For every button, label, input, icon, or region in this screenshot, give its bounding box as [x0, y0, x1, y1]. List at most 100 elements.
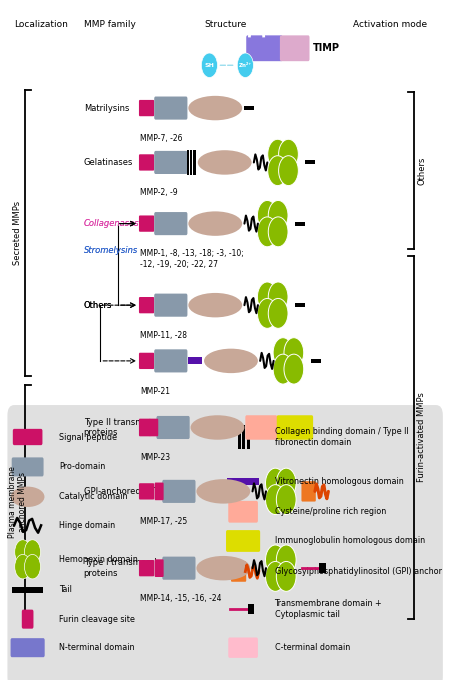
FancyBboxPatch shape: [226, 530, 260, 552]
Text: Vitronectin homologous domain: Vitronectin homologous domain: [274, 477, 403, 486]
FancyBboxPatch shape: [139, 100, 154, 116]
FancyBboxPatch shape: [139, 560, 154, 576]
FancyBboxPatch shape: [154, 97, 187, 120]
Circle shape: [273, 354, 293, 384]
Circle shape: [24, 554, 41, 579]
Text: Hinge domain: Hinge domain: [59, 521, 115, 530]
Text: Glycosylphosphatidylinositol (GPI) anchor: Glycosylphosphatidylinositol (GPI) ancho…: [274, 567, 441, 576]
Ellipse shape: [196, 556, 250, 580]
Circle shape: [276, 469, 296, 498]
FancyBboxPatch shape: [154, 294, 187, 317]
Circle shape: [276, 485, 296, 515]
FancyBboxPatch shape: [246, 35, 283, 61]
Circle shape: [257, 282, 277, 312]
FancyBboxPatch shape: [228, 637, 258, 658]
FancyBboxPatch shape: [162, 556, 195, 580]
Bar: [245, 106, 255, 110]
Circle shape: [24, 540, 41, 565]
Text: SH: SH: [204, 63, 214, 67]
FancyBboxPatch shape: [162, 480, 195, 503]
Text: Structure: Structure: [204, 20, 246, 29]
Circle shape: [268, 298, 288, 328]
Circle shape: [265, 469, 285, 498]
Circle shape: [265, 485, 285, 515]
FancyBboxPatch shape: [154, 151, 187, 174]
Circle shape: [276, 561, 296, 591]
Text: Catalytic domain: Catalytic domain: [59, 492, 128, 501]
Bar: [188, 358, 202, 364]
Circle shape: [257, 200, 277, 230]
Circle shape: [268, 217, 288, 247]
Bar: [305, 161, 315, 165]
Circle shape: [284, 354, 304, 384]
Text: MMP-23: MMP-23: [140, 454, 170, 462]
Text: Tail: Tail: [59, 586, 72, 595]
Text: Type I transmembrane
proteins: Type I transmembrane proteins: [84, 558, 179, 578]
FancyBboxPatch shape: [149, 419, 158, 437]
Text: Activation mode: Activation mode: [353, 20, 427, 29]
Text: C-terminal domain: C-terminal domain: [274, 643, 350, 652]
FancyBboxPatch shape: [139, 215, 154, 232]
Text: Immunoglobulin homologous domain: Immunoglobulin homologous domain: [274, 537, 425, 545]
Text: Zn²⁺: Zn²⁺: [239, 63, 252, 67]
Circle shape: [268, 140, 288, 169]
FancyBboxPatch shape: [155, 559, 164, 577]
Bar: [228, 479, 259, 486]
Text: MMP-17, -25: MMP-17, -25: [140, 517, 187, 526]
Text: Stromelysins: Stromelysins: [84, 247, 138, 255]
Text: Gelatinases: Gelatinases: [84, 158, 133, 167]
Text: Others: Others: [417, 157, 426, 185]
Circle shape: [201, 53, 218, 78]
FancyBboxPatch shape: [12, 458, 44, 477]
Circle shape: [265, 545, 285, 575]
Text: Collagen binding domain / Type II
fibronectin domain: Collagen binding domain / Type II fibron…: [274, 427, 408, 447]
Text: MMP family: MMP family: [84, 20, 136, 29]
Bar: [193, 151, 195, 174]
Circle shape: [284, 338, 304, 368]
FancyBboxPatch shape: [154, 349, 187, 373]
Text: Localization: Localization: [14, 20, 68, 29]
Ellipse shape: [188, 293, 242, 317]
Ellipse shape: [188, 211, 242, 236]
Circle shape: [279, 140, 298, 169]
Text: MMP-14, -15, -16, -24: MMP-14, -15, -16, -24: [140, 594, 221, 603]
Bar: [187, 151, 189, 174]
Circle shape: [257, 298, 277, 328]
Bar: [295, 221, 305, 225]
Text: Transmembrane domain +
Cytoplasmic tail: Transmembrane domain + Cytoplasmic tail: [274, 599, 382, 618]
Text: MMP-21: MMP-21: [140, 387, 170, 396]
Bar: [190, 151, 192, 174]
FancyBboxPatch shape: [231, 561, 246, 582]
FancyBboxPatch shape: [8, 405, 443, 681]
Text: Furin cleavage site: Furin cleavage site: [59, 615, 135, 624]
Text: Collagenases: Collagenases: [84, 219, 139, 228]
Bar: [247, 604, 254, 614]
Text: MMP-11, -28: MMP-11, -28: [140, 331, 187, 340]
FancyBboxPatch shape: [13, 429, 43, 445]
Circle shape: [276, 545, 296, 575]
Bar: [237, 425, 241, 449]
Text: N-terminal domain: N-terminal domain: [59, 643, 135, 652]
Circle shape: [273, 338, 293, 368]
FancyBboxPatch shape: [246, 415, 277, 440]
Circle shape: [15, 540, 31, 565]
Circle shape: [237, 53, 254, 78]
FancyBboxPatch shape: [22, 609, 34, 629]
Text: Pro-domain: Pro-domain: [59, 462, 105, 471]
FancyBboxPatch shape: [277, 415, 313, 440]
Ellipse shape: [11, 487, 45, 507]
Ellipse shape: [198, 151, 252, 174]
Circle shape: [268, 200, 288, 230]
Bar: [311, 359, 321, 363]
Ellipse shape: [204, 349, 258, 373]
FancyBboxPatch shape: [155, 483, 164, 501]
Text: MMP-2, -9: MMP-2, -9: [140, 188, 177, 197]
Ellipse shape: [188, 96, 242, 121]
Circle shape: [268, 156, 288, 186]
Circle shape: [268, 282, 288, 312]
FancyBboxPatch shape: [139, 419, 151, 437]
Text: Plasma membrane
anchored MMPs: Plasma membrane anchored MMPs: [8, 466, 27, 538]
FancyBboxPatch shape: [139, 353, 154, 369]
Bar: [12, 587, 43, 592]
FancyBboxPatch shape: [139, 155, 154, 171]
